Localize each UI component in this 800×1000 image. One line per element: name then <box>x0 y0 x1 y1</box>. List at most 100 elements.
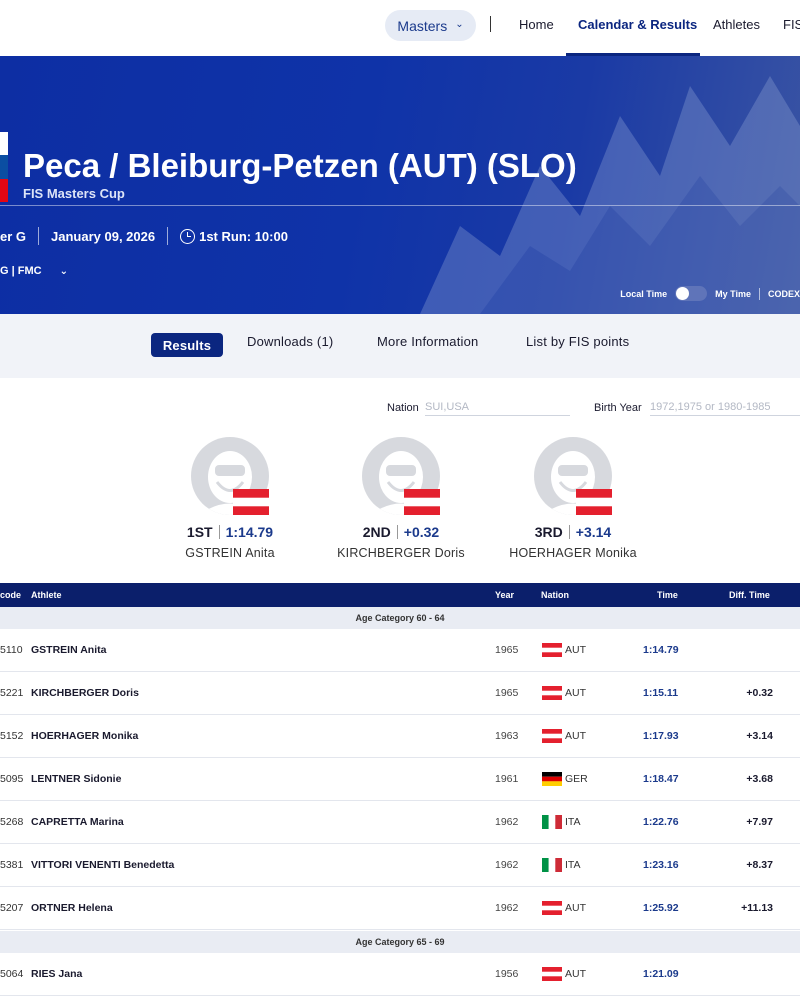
podium-athlete-name: GSTREIN Anita <box>185 546 275 560</box>
rank-divider <box>396 525 398 539</box>
athlete-code: 5207 <box>0 902 24 914</box>
meta-divider <box>38 227 40 245</box>
athlete-code: 5095 <box>0 773 24 785</box>
nav-link-home[interactable]: Home <box>519 17 554 32</box>
athlete-code: 5110 <box>0 644 23 656</box>
event-tabs: Results Downloads (1) More Information L… <box>0 314 800 378</box>
event-meta: er G January 09, 2026 1st Run: 10:00 <box>0 227 288 245</box>
chevron-down-icon[interactable]: ⌄ <box>59 265 68 277</box>
header-nation[interactable]: Nation <box>541 590 569 600</box>
athlete-name: VITTORI VENENTI Benedetta <box>31 859 175 871</box>
athlete-name: HOERHAGER Monika <box>31 730 139 742</box>
header-diff-time[interactable]: Diff. Time <box>729 590 770 600</box>
nav-divider <box>490 16 491 32</box>
table-row[interactable]: 5207 ORTNER Helena 1962 AUT 1:25.92 +11.… <box>0 887 800 930</box>
athlete-code: 5268 <box>0 816 24 828</box>
event-codes: G | FMC ⌄ <box>0 265 68 277</box>
run-time: 1:15.11 <box>643 687 679 699</box>
event-date: January 09, 2026 <box>51 228 156 244</box>
header-time[interactable]: Time <box>657 590 678 600</box>
run-time: 1:18.47 <box>643 773 679 785</box>
nation-code: AUT <box>565 902 586 914</box>
diff-time: +3.68 <box>746 773 773 785</box>
birth-year: 1961 <box>495 773 519 785</box>
birth-year-filter-input[interactable] <box>650 399 800 416</box>
athlete-code: 5381 <box>0 859 24 871</box>
podium-rank-line: 2ND +0.32 <box>311 524 491 540</box>
italy-flag-icon <box>542 815 562 829</box>
tab-downloads[interactable]: Downloads (1) <box>247 334 334 349</box>
header-athlete[interactable]: Athlete <box>31 590 62 600</box>
event-subtitle: FIS Masters Cup <box>23 186 125 201</box>
avatar <box>534 437 612 515</box>
austria-flag-icon <box>233 489 269 515</box>
diff-time: +3.14 <box>746 730 773 742</box>
athlete-code: 5152 <box>0 730 24 742</box>
nav-link-fis[interactable]: FIS <box>783 17 800 32</box>
event-hero-banner: Peca / Bleiburg-Petzen (AUT) (SLO) FIS M… <box>0 56 800 314</box>
run-time: 1:25.92 <box>643 902 679 914</box>
nation-code: ITA <box>565 859 581 871</box>
athlete-name: RIES Jana <box>31 968 83 980</box>
podium-rank-line: 3RD +3.14 <box>483 524 663 540</box>
nation-code: GER <box>565 773 588 785</box>
podium-first[interactable]: 1ST 1:14.79 GSTREIN Anita <box>140 437 320 560</box>
run-time: 1:14.79 <box>643 644 679 656</box>
nation-code: ITA <box>565 816 581 828</box>
athlete-name: KIRCHBERGER Doris <box>31 687 139 699</box>
austria-flag-icon <box>542 967 562 981</box>
tab-results[interactable]: Results <box>151 333 223 357</box>
table-row[interactable]: 5064 RIES Jana 1956 AUT 1:21.09 <box>0 953 800 996</box>
masters-selector[interactable]: Masters ⌄ <box>385 10 476 41</box>
nav-link-athletes[interactable]: Athletes <box>713 17 760 32</box>
table-row[interactable]: 5381 VITTORI VENENTI Benedetta 1962 ITA … <box>0 844 800 887</box>
austria-flag-icon <box>542 729 562 743</box>
birth-year: 1956 <box>495 968 519 980</box>
active-nav-indicator <box>566 53 700 56</box>
header-code[interactable]: code <box>0 590 22 600</box>
table-row[interactable]: 5152 HOERHAGER Monika 1963 AUT 1:17.93 +… <box>0 715 800 758</box>
birth-year: 1965 <box>495 687 519 699</box>
slovenia-flag-icon <box>0 132 8 202</box>
codex-label[interactable]: CODEX <box>767 288 800 299</box>
tab-list-by-fis-points[interactable]: List by FIS points <box>526 334 630 349</box>
local-time-label: Local Time <box>620 288 668 299</box>
podium-third[interactable]: 3RD +3.14 HOERHAGER Monika <box>483 437 663 560</box>
diff-time: +0.32 <box>746 687 773 699</box>
athlete-name: LENTNER Sidonie <box>31 773 122 785</box>
podium-second[interactable]: 2ND +0.32 KIRCHBERGER Doris <box>311 437 491 560</box>
nation-code: AUT <box>565 730 586 742</box>
austria-flag-icon <box>542 686 562 700</box>
athlete-code: 5221 <box>0 687 24 699</box>
table-row[interactable]: 5221 KIRCHBERGER Doris 1965 AUT 1:15.11 … <box>0 672 800 715</box>
birth-year: 1963 <box>495 730 519 742</box>
nation-code: AUT <box>565 968 586 980</box>
tab-more-information[interactable]: More Information <box>377 334 479 349</box>
austria-flag-icon <box>542 901 562 915</box>
nation-code: AUT <box>565 644 586 656</box>
table-row[interactable]: 5110 GSTREIN Anita 1965 AUT 1:14.79 <box>0 629 800 672</box>
birth-year-filter-label: Birth Year <box>594 402 642 414</box>
mountain-background-image <box>420 76 800 314</box>
rank-divider <box>218 525 220 539</box>
toggle-divider <box>758 287 760 300</box>
hero-divider <box>0 205 800 206</box>
italy-flag-icon <box>542 858 562 872</box>
run-time: 1:22.76 <box>643 816 679 828</box>
nav-link-calendar-results[interactable]: Calendar & Results <box>578 17 698 32</box>
birth-year: 1965 <box>495 644 519 656</box>
time-mode-toggle[interactable] <box>675 286 708 301</box>
birth-year: 1962 <box>495 859 519 871</box>
diff-time: +8.37 <box>746 859 773 871</box>
event-discipline: er G <box>0 228 27 244</box>
table-row[interactable]: 5095 LENTNER Sidonie 1961 GER 1:18.47 +3… <box>0 758 800 801</box>
run-time: 1:17.93 <box>643 730 679 742</box>
top-navigation: Masters ⌄ Home Calendar & Results Athlet… <box>0 0 800 56</box>
rank-divider <box>568 525 570 539</box>
clock-icon <box>180 228 196 244</box>
header-year[interactable]: Year <box>495 590 515 600</box>
birth-year: 1962 <box>495 816 519 828</box>
table-row[interactable]: 5268 CAPRETTA Marina 1962 ITA 1:22.76 +7… <box>0 801 800 844</box>
nation-filter-input[interactable] <box>425 399 570 416</box>
podium-rank: 3RD <box>534 524 563 540</box>
